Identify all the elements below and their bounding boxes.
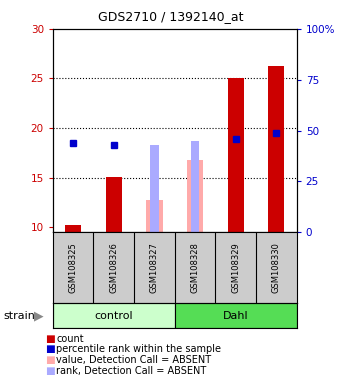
Bar [227, 78, 244, 232]
Text: GSM108327: GSM108327 [150, 242, 159, 293]
Text: percentile rank within the sample: percentile rank within the sample [56, 344, 221, 354]
Text: ■: ■ [45, 355, 54, 365]
Text: rank, Detection Call = ABSENT: rank, Detection Call = ABSENT [56, 366, 207, 376]
Bar [53, 303, 175, 328]
Bar [150, 145, 159, 232]
Text: ■: ■ [45, 366, 54, 376]
Bar [268, 66, 284, 232]
Text: control: control [94, 311, 133, 321]
Text: GDS2710 / 1392140_at: GDS2710 / 1392140_at [98, 10, 243, 23]
Bar [191, 141, 199, 232]
Bar [175, 303, 297, 328]
Text: GSM108325: GSM108325 [69, 242, 78, 293]
Bar [65, 225, 81, 232]
Text: GSM108329: GSM108329 [231, 242, 240, 293]
Text: ■: ■ [45, 344, 54, 354]
Text: value, Detection Call = ABSENT: value, Detection Call = ABSENT [56, 355, 211, 365]
Text: Dahl: Dahl [223, 311, 249, 321]
Bar [146, 200, 163, 232]
Bar [187, 160, 203, 232]
Text: ■: ■ [45, 334, 54, 344]
Text: GSM108326: GSM108326 [109, 242, 118, 293]
Bar [106, 177, 122, 232]
Text: GSM108328: GSM108328 [191, 242, 199, 293]
Text: ▶: ▶ [34, 310, 44, 322]
Text: count: count [56, 334, 84, 344]
Text: strain: strain [3, 311, 35, 321]
Text: GSM108330: GSM108330 [272, 242, 281, 293]
